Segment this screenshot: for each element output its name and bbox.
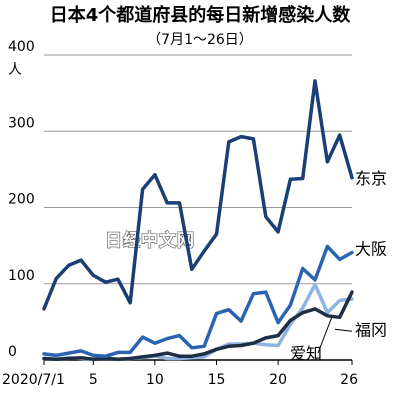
series-line bbox=[42, 244, 354, 358]
y-tick-label: 100 bbox=[8, 268, 35, 284]
x-tick-label: 15 bbox=[208, 372, 226, 388]
y-tick-label: 0 bbox=[8, 344, 17, 360]
gridlines bbox=[43, 54, 353, 365]
series-label: 福冈 bbox=[355, 320, 387, 339]
x-tick-label: 26 bbox=[340, 372, 358, 388]
y-tick-label: 200 bbox=[8, 192, 35, 208]
series-lines bbox=[42, 79, 354, 361]
y-tick-label: 400 bbox=[8, 39, 35, 55]
y-tick-labels: 0 100 200 300 400 bbox=[8, 39, 35, 360]
series-label: 大阪 bbox=[355, 239, 387, 258]
x-tick-label: 5 bbox=[89, 372, 98, 388]
chart-subtitle: （7月1～26日） bbox=[147, 32, 253, 48]
series-line bbox=[42, 79, 354, 311]
series-label: 爱知 bbox=[290, 344, 322, 363]
series-label-leader bbox=[334, 328, 353, 332]
x-tick-label: 20 bbox=[269, 372, 287, 388]
series-label: 东京 bbox=[355, 169, 387, 188]
x-tick-label: 2020/7/1 bbox=[2, 372, 65, 388]
series-line bbox=[42, 290, 354, 361]
y-tick-label: 300 bbox=[8, 115, 35, 131]
x-tick-label: 10 bbox=[146, 372, 164, 388]
chart-title: 日本4个都道府县的每日新增感染人数 bbox=[50, 4, 352, 26]
y-unit-label: 人 bbox=[8, 62, 22, 78]
x-tick-labels: 2020/7/1 5 10 15 20 26 bbox=[2, 372, 358, 388]
watermark: 日经中文网 bbox=[105, 230, 195, 251]
series-label-leader bbox=[317, 316, 333, 354]
